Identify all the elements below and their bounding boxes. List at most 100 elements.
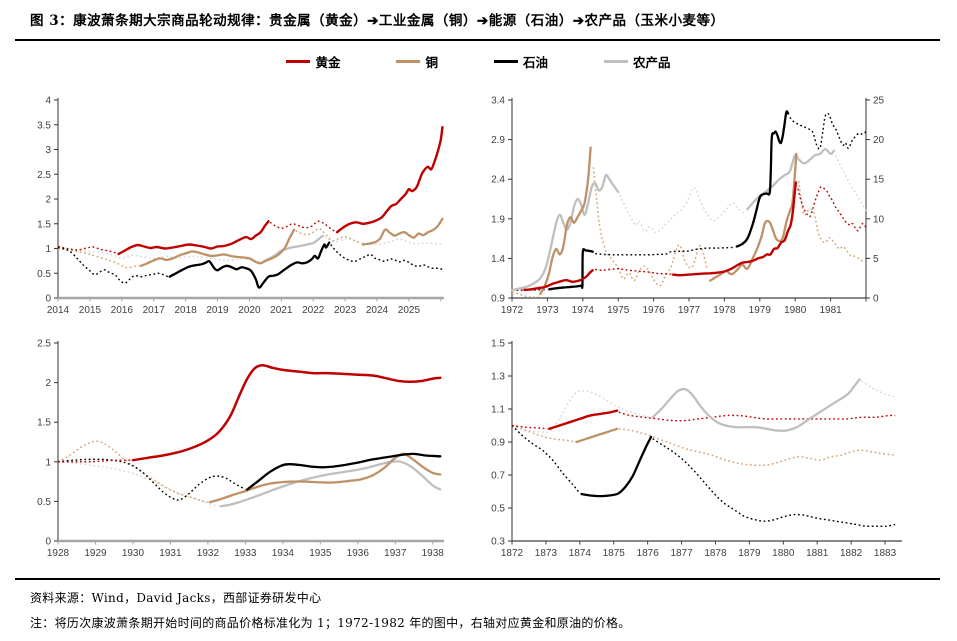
series-agri-dotted-late	[323, 235, 443, 246]
svg-text:1935: 1935	[309, 548, 332, 559]
series-copper-dotted-mid	[592, 167, 708, 287]
series-agri-solid-1	[510, 173, 620, 292]
chart-1972-1982: 0.9 1.4 1.9 2.4 2.9 3.4 0 5 10 15 20 25 1972 1973 1974…	[464, 90, 910, 327]
series-agri-dotted-mid	[619, 187, 747, 234]
legend-label-copper: 铜	[425, 55, 438, 70]
series-copper-dotted-early	[57, 247, 140, 269]
svg-text:1872: 1872	[501, 548, 524, 559]
svg-text:1883: 1883	[874, 548, 897, 559]
svg-text:1877: 1877	[670, 548, 693, 559]
svg-text:0.9: 0.9	[491, 438, 505, 449]
series-oil-dotted-early	[511, 424, 581, 494]
svg-text:2.4: 2.4	[491, 175, 505, 186]
svg-text:1882: 1882	[840, 548, 863, 559]
svg-text:2024: 2024	[366, 305, 389, 316]
series-oil-dotted-late	[330, 244, 443, 270]
svg-text:2023: 2023	[334, 305, 357, 316]
series-gold-solid-2	[335, 126, 444, 234]
svg-text:3.5: 3.5	[37, 120, 51, 131]
svg-text:1881: 1881	[806, 548, 829, 559]
series-copper-dotted-early	[511, 291, 539, 298]
svg-text:1873: 1873	[535, 548, 558, 559]
svg-text:2017: 2017	[143, 305, 166, 316]
svg-text:1875: 1875	[603, 548, 626, 559]
series-copper-dotted-late	[618, 428, 896, 467]
legend-label-agri: 农产品	[633, 55, 671, 70]
series-copper-solid-2	[361, 217, 444, 246]
svg-text:2.5: 2.5	[37, 170, 51, 181]
svg-text:2018: 2018	[174, 305, 197, 316]
svg-text:1979: 1979	[749, 305, 772, 316]
series-agri-dotted-late	[860, 380, 896, 399]
svg-text:1936: 1936	[347, 548, 370, 559]
svg-text:2020: 2020	[238, 305, 261, 316]
series-oil-solid	[168, 241, 331, 289]
legend-label-gold: 黄金	[315, 55, 341, 70]
svg-text:25: 25	[873, 96, 885, 107]
legend-item-oil: 石油	[494, 52, 548, 71]
series-oil-solid-2	[735, 110, 790, 248]
svg-text:1981: 1981	[819, 305, 842, 316]
x-axis: 1872 1873 1874 1875 1876 1877 1878 1879 1880 1881…	[501, 540, 902, 559]
legend-item-gold: 黄金	[286, 52, 340, 71]
svg-text:4: 4	[45, 96, 51, 107]
svg-text:1973: 1973	[536, 305, 559, 316]
svg-text:0.7: 0.7	[491, 471, 505, 482]
y-axis-right: 0 5 10 15 20 25	[865, 96, 885, 305]
series-copper-solid-1	[139, 228, 296, 267]
series-copper-solid-2	[709, 152, 798, 282]
legend-swatch-gold	[286, 60, 311, 63]
svg-text:1975: 1975	[607, 305, 630, 316]
svg-text:1933: 1933	[234, 548, 257, 559]
note-text: 注：将历次康波萧条期开始时间的商品价格标准化为 1；1972-1982 年的图中…	[30, 616, 631, 630]
series-gold-dotted-late	[618, 411, 896, 422]
svg-text:20: 20	[873, 135, 885, 146]
chart-2014-2025: 0 0.5 1 1.5 2 2.5 3 3.5 4 2014 2015 2016 2017 2018 201…	[26, 90, 460, 327]
series-copper-dotted-early	[511, 424, 575, 443]
legend: 黄金 铜 石油 农产品	[0, 52, 957, 71]
svg-text:1: 1	[45, 457, 51, 468]
svg-text:1.9: 1.9	[491, 214, 505, 225]
svg-text:0: 0	[45, 537, 51, 548]
svg-text:1874: 1874	[569, 548, 592, 559]
svg-text:1.1: 1.1	[491, 405, 505, 416]
svg-text:2025: 2025	[398, 305, 421, 316]
svg-text:1.5: 1.5	[37, 219, 51, 230]
svg-text:0: 0	[45, 294, 51, 305]
svg-text:1876: 1876	[637, 548, 660, 559]
svg-text:1972: 1972	[501, 305, 524, 316]
series-gold-dotted-mid	[269, 220, 336, 233]
series-gold-solid	[548, 409, 619, 430]
series-oil-dotted-late	[789, 112, 867, 150]
svg-text:1976: 1976	[642, 305, 665, 316]
series-gold-dotted	[58, 459, 132, 463]
svg-text:10: 10	[873, 214, 885, 225]
series-gold-solid-1	[523, 269, 594, 292]
svg-text:0.5: 0.5	[491, 504, 505, 515]
series-copper-solid	[208, 452, 442, 504]
chart-canvas-1928-1938: 0 0.5 1 1.5 2 2.5 1928 1929 1930 1931 1932 1933 1934…	[37, 339, 445, 560]
series-oil-dotted-late	[652, 438, 896, 527]
svg-text:1938: 1938	[422, 548, 445, 559]
chart-1928-1938: 0 0.5 1 1.5 2 2.5 1928 1929 1930 1931 1932 1933 1934…	[26, 333, 460, 574]
x-axis: 1928 1929 1930 1931 1932 1933 1934 1935 1936 1937…	[47, 539, 445, 559]
svg-text:1.5: 1.5	[37, 418, 51, 429]
svg-text:0.3: 0.3	[491, 537, 505, 548]
svg-text:1932: 1932	[197, 548, 220, 559]
series-copper-solid-1	[539, 146, 592, 296]
svg-text:1977: 1977	[678, 305, 701, 316]
svg-text:1.4: 1.4	[491, 254, 505, 265]
svg-text:1.3: 1.3	[491, 372, 505, 383]
svg-text:1931: 1931	[159, 548, 182, 559]
y-axis-left: 0.9 1.4 1.9 2.4 2.9 3.4	[491, 96, 513, 305]
svg-text:2019: 2019	[206, 305, 229, 316]
y-axis-left: 0 0.5 1 1.5 2 2.5	[37, 339, 59, 548]
svg-text:2022: 2022	[302, 305, 325, 316]
svg-text:0.5: 0.5	[37, 497, 51, 508]
legend-swatch-agri	[604, 60, 629, 63]
series-copper-dotted-mid	[295, 227, 362, 245]
svg-text:2021: 2021	[270, 305, 293, 316]
